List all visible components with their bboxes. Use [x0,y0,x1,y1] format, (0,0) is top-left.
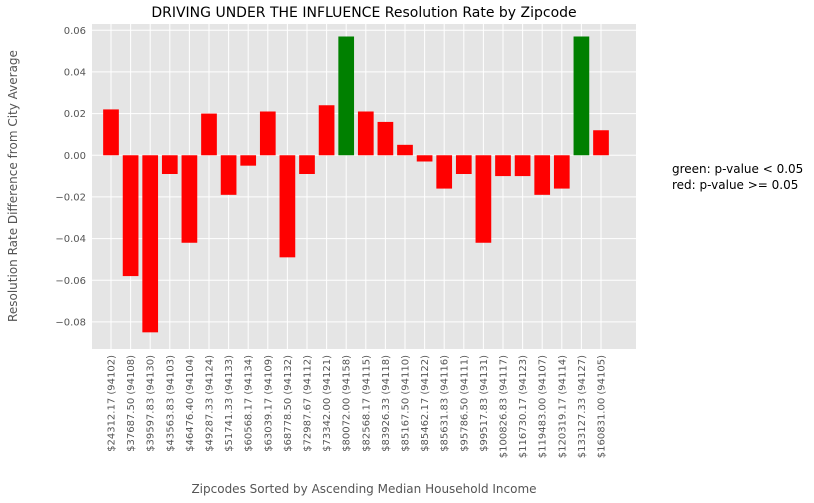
bar [397,144,413,156]
bar [475,155,492,243]
legend-note-red: red: p-value >= 0.05 [672,178,798,192]
bar [103,109,119,156]
x-tick-label: $24312.17 (94102) [107,355,118,452]
y-tick-labels: 0.06 0.04 0.02 0.00 −0.02 −0.04 −0.06 −0.08 [55,26,86,329]
x-axis-label: Zipcodes Sorted by Ascending Median Hous… [191,482,536,496]
x-tick-label: $73342.00 (94121) [322,355,333,452]
y-tick-label: 0.00 [64,151,86,162]
bar [240,155,257,166]
bar [495,155,511,177]
chart-title: DRIVING UNDER THE INFLUENCE Resolution R… [151,5,576,21]
bar [181,155,198,243]
x-tick-label: $72987.67 (94112) [303,355,314,452]
bar [220,155,237,195]
x-tick-label: $85462.17 (94122) [420,355,431,452]
x-tick-label: $120319.17 (94114) [557,355,568,458]
x-tick-label: $95786.50 (94111) [459,355,470,452]
bar [142,155,159,333]
bar [573,36,590,156]
bar [436,155,453,189]
x-tick-label: $63039.17 (94109) [263,355,274,452]
bar [357,111,374,156]
bar [455,155,472,174]
x-tick-label: $82568.17 (94115) [361,355,372,452]
bar-layer [103,36,609,333]
x-tick-label: $116730.17 (94123) [518,355,529,458]
bar [122,155,139,277]
x-tick-label: $83926.33 (94118) [381,355,392,452]
bar [534,155,551,195]
bar [161,155,178,174]
x-tick-label: $43563.83 (94103) [165,355,176,452]
y-tick-label: −0.02 [55,192,86,203]
x-tick-label: $60568.17 (94134) [244,355,255,452]
y-tick-label: −0.04 [55,234,86,245]
x-tick-label: $133127.33 (94127) [577,355,588,458]
bar [299,155,315,174]
bar [279,155,296,258]
x-tick-label: $85631.83 (94116) [440,355,451,452]
x-tick-label: $51741.33 (94133) [224,355,235,452]
x-tick-label: $49287.33 (94124) [205,355,216,452]
x-tick-label: $68778.50 (94132) [283,355,294,452]
y-tick-label: 0.04 [64,67,86,78]
x-tick-label: $46476.40 (94104) [185,355,196,452]
y-tick-label: −0.08 [55,317,86,328]
x-tick-label: $85167.50 (94110) [401,355,412,452]
y-tick-label: −0.06 [55,276,86,287]
bar [514,155,531,177]
y-axis-label: Resolution Rate Difference from City Ave… [6,50,20,322]
x-tick-label: $99517.83 (94131) [479,355,490,452]
bar [553,155,570,189]
y-tick-label: 0.06 [64,26,86,37]
x-tick-label: $100826.83 (94117) [499,355,510,458]
bar [259,111,276,156]
x-tick-label: $119483.00 (94107) [538,355,549,458]
x-tick-labels: $24312.17 (94102) $37687.50 (94108) $39597… [107,355,608,458]
bar [201,113,217,156]
bar [338,36,355,156]
bar [318,105,335,156]
x-tick-label: $37687.50 (94108) [126,355,137,452]
x-tick-label: $39597.83 (94130) [146,355,157,452]
bar [416,155,433,162]
x-tick-label: $160831.00 (94105) [597,355,608,458]
legend-note-green: green: p-value < 0.05 [672,162,803,176]
bar [377,121,394,156]
y-tick-label: 0.02 [64,109,86,120]
bar [593,130,609,156]
x-tick-label: $80072.00 (94158) [342,355,353,452]
